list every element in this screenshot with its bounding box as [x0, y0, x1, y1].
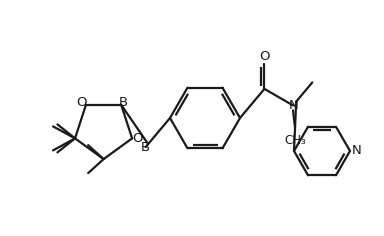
- Text: N: N: [289, 99, 299, 112]
- Text: O: O: [259, 51, 270, 63]
- Text: N: N: [352, 144, 362, 157]
- Text: O: O: [132, 132, 142, 145]
- Text: B: B: [141, 141, 150, 154]
- Text: O: O: [77, 96, 87, 109]
- Text: CH₃: CH₃: [284, 134, 306, 148]
- Text: B: B: [119, 96, 128, 109]
